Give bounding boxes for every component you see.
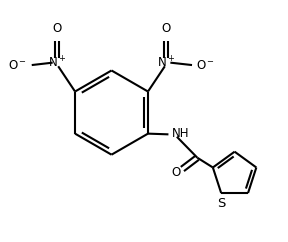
Text: N$^+$: N$^+$ (48, 55, 66, 70)
Text: S: S (217, 197, 225, 210)
Text: NH: NH (172, 127, 190, 140)
Text: O: O (161, 23, 171, 36)
Text: O: O (52, 23, 62, 36)
Text: O$^-$: O$^-$ (8, 59, 27, 72)
Text: O$^-$: O$^-$ (196, 59, 215, 72)
Text: N$^+$: N$^+$ (157, 55, 175, 70)
Text: O: O (171, 166, 180, 179)
